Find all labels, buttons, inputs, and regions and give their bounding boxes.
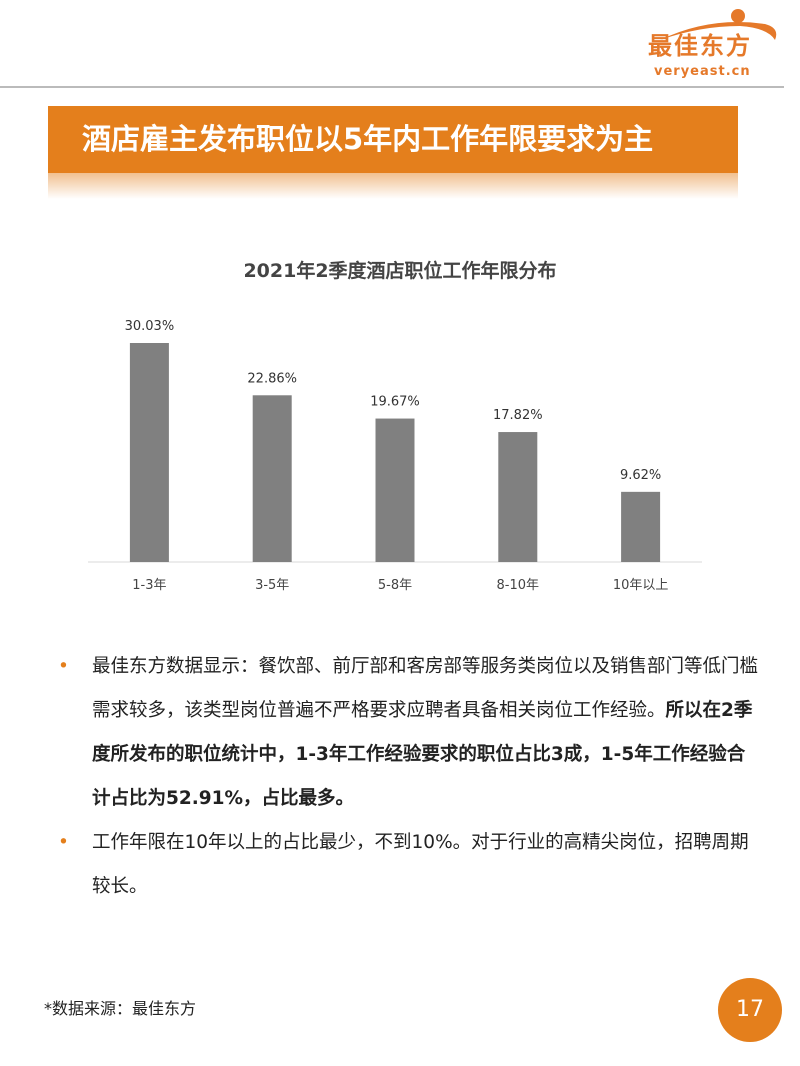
title-banner: 酒店雇主发布职位以5年内工作年限要求为主 [48,106,738,173]
veryeast-logo: 最佳东方 veryeast.cn [640,9,790,82]
header-divider [0,86,784,88]
bar [129,343,169,562]
page-number: 17 [718,978,782,1042]
bullet-item: • 工作年限在10年以上的占比最少，不到10%。对于行业的高精尖岗位，招聘周期较… [58,821,758,909]
x-tick-label: 1-3年 [132,578,166,593]
x-tick-label: 3-5年 [255,578,289,593]
bullet-dot: • [58,656,69,677]
logo-en: veryeast.cn [654,64,751,79]
data-label: 30.03% [125,319,175,334]
bullet-text: 工作年限在10年以上的占比最少，不到10%。对于行业的高精尖岗位，招聘周期较长。 [92,832,749,897]
data-label: 22.86% [247,371,297,386]
bullet-list: • 最佳东方数据显示：餐饮部、前厅部和客房部等服务类岗位以及销售部门等低门槛需求… [58,645,758,909]
bar [621,491,661,562]
bar [252,395,292,562]
chart-title: 2021年2季度酒店职位工作年限分布 [243,260,557,282]
bullet-dot: • [58,832,69,853]
logo-swoosh-icon [660,9,777,40]
bar-chart: 30.03% 1-3年 22.86% 3-5年 19.67% 5-8年 17.82% 8-10… [88,319,702,593]
bullet-item: • 最佳东方数据显示：餐饮部、前厅部和客房部等服务类岗位以及销售部门等低门槛需求… [58,645,758,821]
bar [375,418,415,562]
data-label: 19.67% [370,395,420,410]
logo-cn: 最佳东方 [648,32,752,60]
data-label: 17.82% [493,408,543,423]
x-tick-label: 5-8年 [378,578,412,593]
page-title: 酒店雇主发布职位以5年内工作年限要求为主 [82,122,654,156]
x-tick-label: 10年以上 [613,578,669,593]
bullet-text: 最佳东方数据显示：餐饮部、前厅部和客房部等服务类岗位以及销售部门等低门槛需求较多… [92,656,759,721]
banner-shadow [48,173,738,199]
data-label: 9.62% [620,468,661,483]
bullet-bold-text: 所以在2季度所发布的职位统计中，1-3年工作经验要求的职位占比3成，1-5年工作… [92,700,753,809]
data-source: *数据来源：最佳东方 [44,999,197,1018]
bar [498,432,538,562]
x-tick-label: 8-10年 [497,578,540,593]
